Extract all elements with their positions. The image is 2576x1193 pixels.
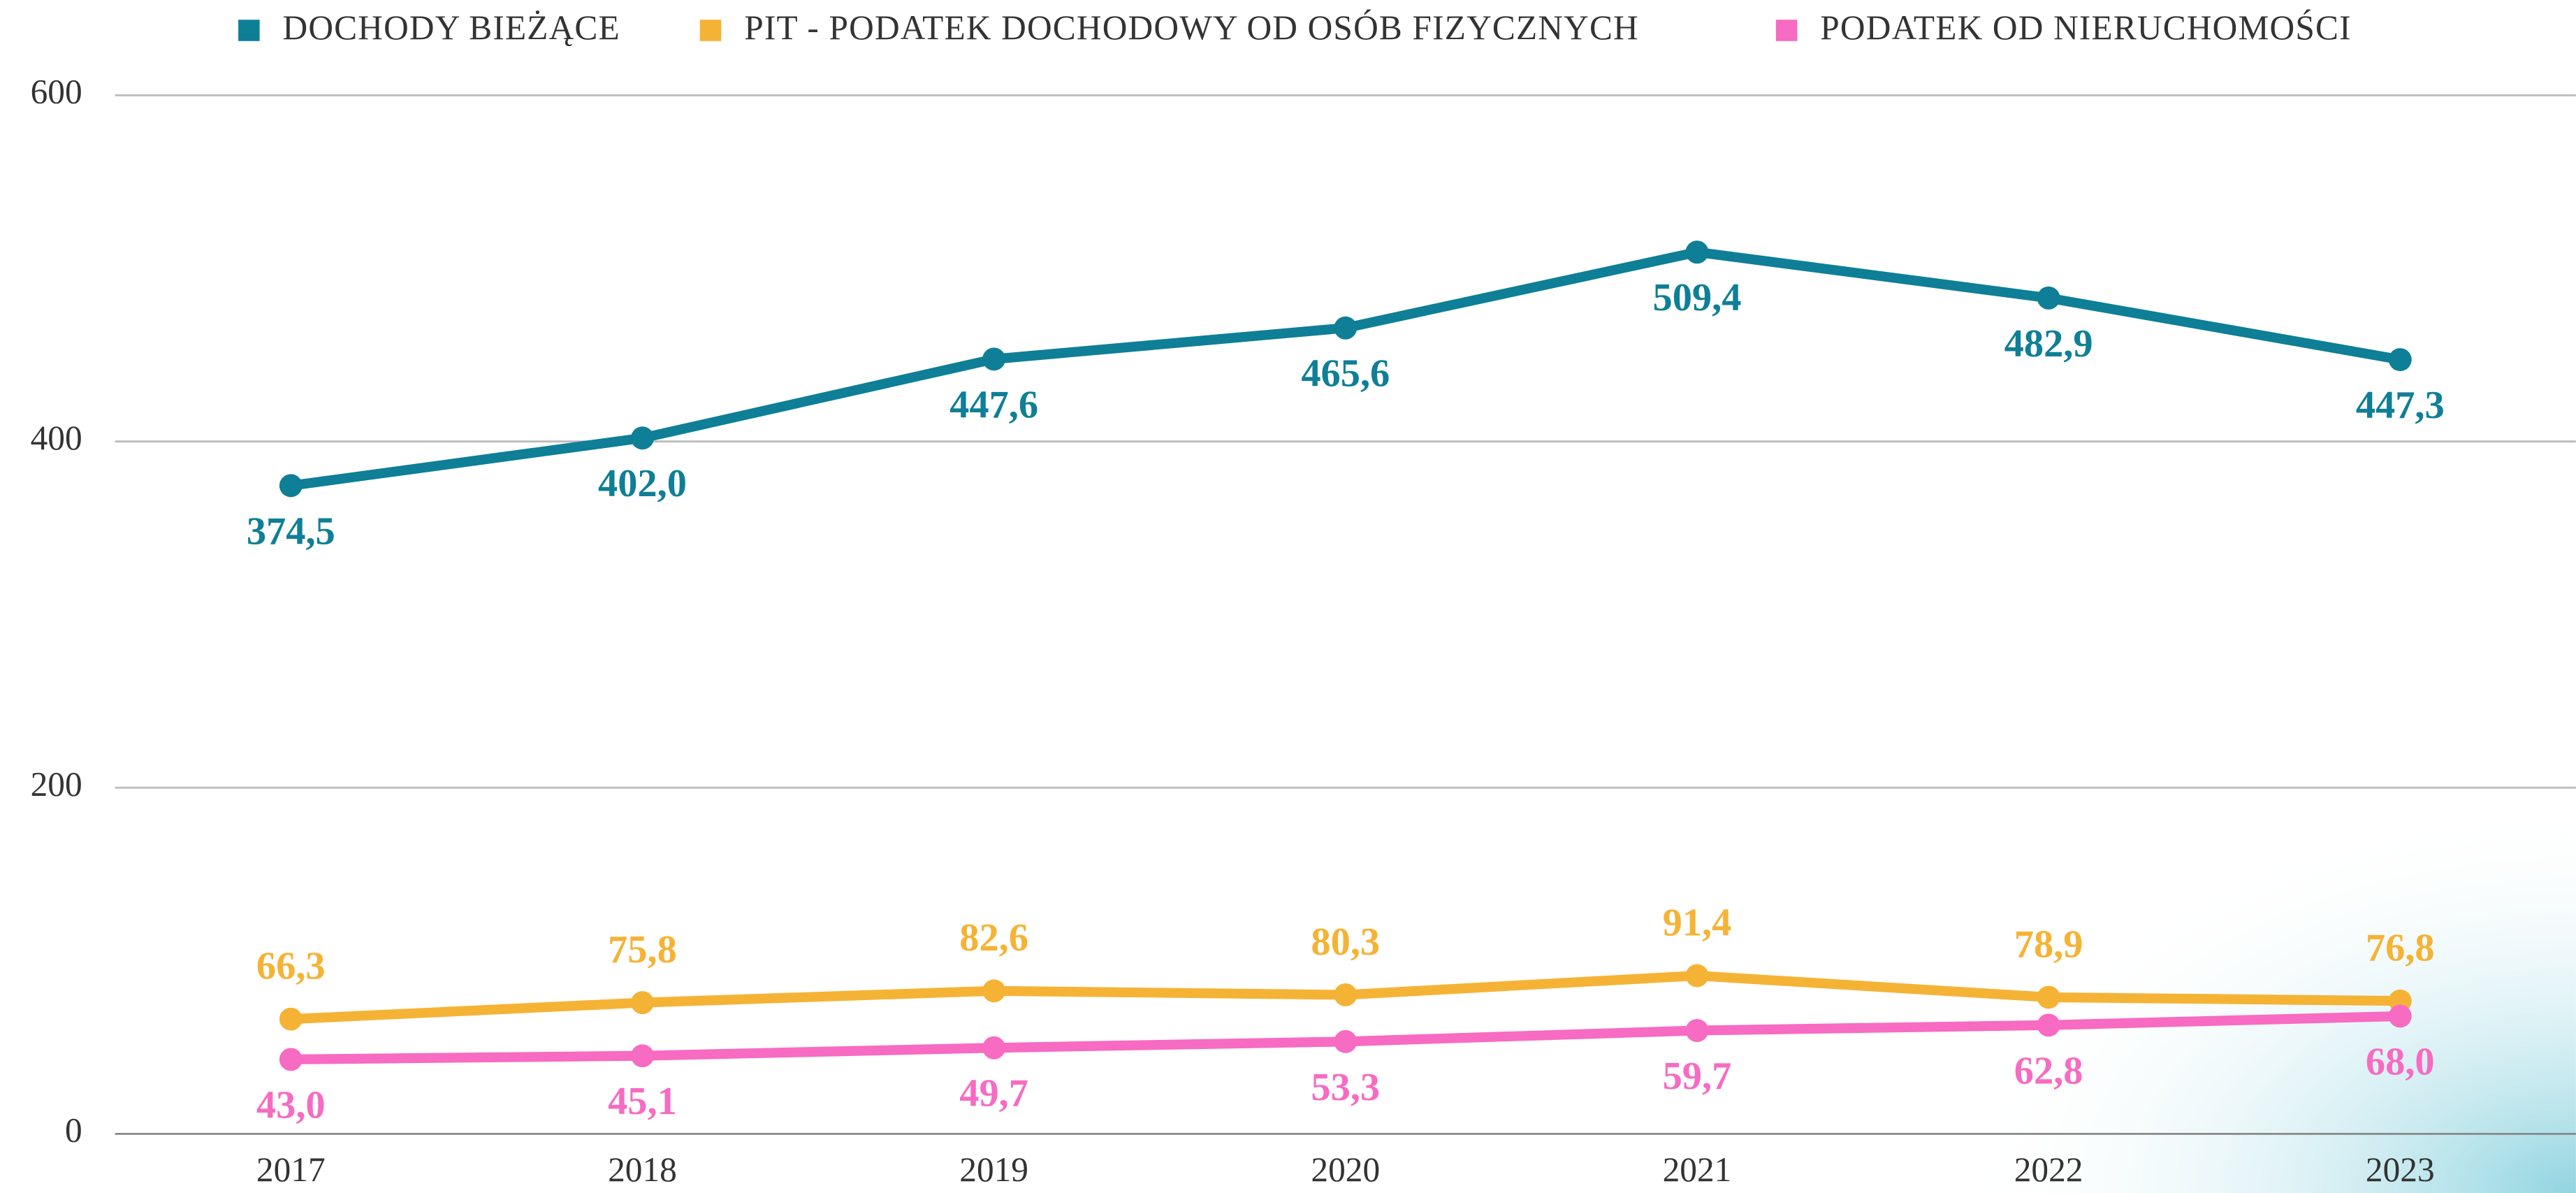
data-point	[1334, 1029, 1358, 1053]
data-point	[1334, 316, 1358, 340]
data-label: 374,5	[247, 509, 335, 553]
x-tick-label: 2022	[2014, 1150, 2083, 1189]
data-label: 66,3	[256, 945, 326, 988]
data-point	[982, 347, 1006, 371]
y-tick-label: 200	[31, 765, 82, 803]
data-label: 82,6	[959, 916, 1028, 960]
data-label: 78,9	[2014, 923, 2083, 966]
y-tick-label: 0	[65, 1111, 82, 1150]
data-point	[1685, 240, 1709, 264]
legend-swatch	[699, 20, 722, 41]
data-point	[982, 979, 1006, 1003]
data-label: 68,0	[2366, 1040, 2435, 1083]
data-point	[1685, 964, 1709, 988]
data-point	[1685, 1019, 1709, 1042]
background-glow	[1889, 755, 2576, 1193]
y-tick-label: 600	[31, 73, 82, 111]
data-label: 91,4	[1663, 901, 1732, 944]
data-label: 509,4	[1652, 276, 1741, 319]
x-tick-label: 2018	[608, 1150, 677, 1189]
data-label: 43,0	[256, 1083, 326, 1127]
legend-swatch	[238, 20, 260, 41]
data-label: 49,7	[959, 1072, 1028, 1115]
x-tick-label: 2019	[959, 1150, 1028, 1189]
data-label: 402,0	[598, 462, 687, 505]
legend-label: PIT - PODATEK DOCHODOWY OD OSÓB FIZYCZNY…	[744, 8, 1639, 47]
legend-swatch	[1775, 20, 1798, 41]
data-point	[2037, 1013, 2060, 1037]
data-point	[631, 426, 654, 450]
data-point	[279, 1048, 303, 1071]
data-point	[1334, 983, 1358, 1006]
data-point	[2388, 348, 2412, 372]
data-point	[982, 1036, 1006, 1060]
y-tick-label: 400	[31, 419, 82, 457]
legend-label: DOCHODY BIEŻĄCE	[283, 8, 620, 47]
x-tick-label: 2021	[1663, 1150, 1732, 1189]
data-point	[2388, 1004, 2412, 1028]
legend-label: PODATEK OD NIERUCHOMOŚCI	[1820, 8, 2351, 47]
data-label: 62,8	[2014, 1049, 2083, 1092]
data-point	[631, 991, 654, 1015]
data-point	[2037, 985, 2060, 1009]
data-point	[2037, 286, 2060, 310]
data-label: 465,6	[1301, 352, 1390, 396]
x-tick-label: 2023	[2366, 1150, 2435, 1189]
data-label: 447,6	[949, 383, 1038, 426]
x-tick-label: 2017	[256, 1150, 326, 1189]
data-label: 45,1	[608, 1080, 677, 1123]
data-label: 76,8	[2366, 927, 2435, 970]
data-point	[631, 1044, 654, 1068]
data-label: 80,3	[1311, 920, 1380, 964]
data-label: 75,8	[608, 928, 677, 971]
data-point	[279, 1007, 303, 1031]
data-label: 59,7	[1663, 1055, 1732, 1098]
data-label: 482,9	[2004, 322, 2093, 366]
data-label: 447,3	[2356, 384, 2445, 427]
x-tick-label: 2020	[1311, 1150, 1380, 1189]
data-label: 53,3	[1311, 1066, 1380, 1109]
data-point	[279, 474, 303, 498]
